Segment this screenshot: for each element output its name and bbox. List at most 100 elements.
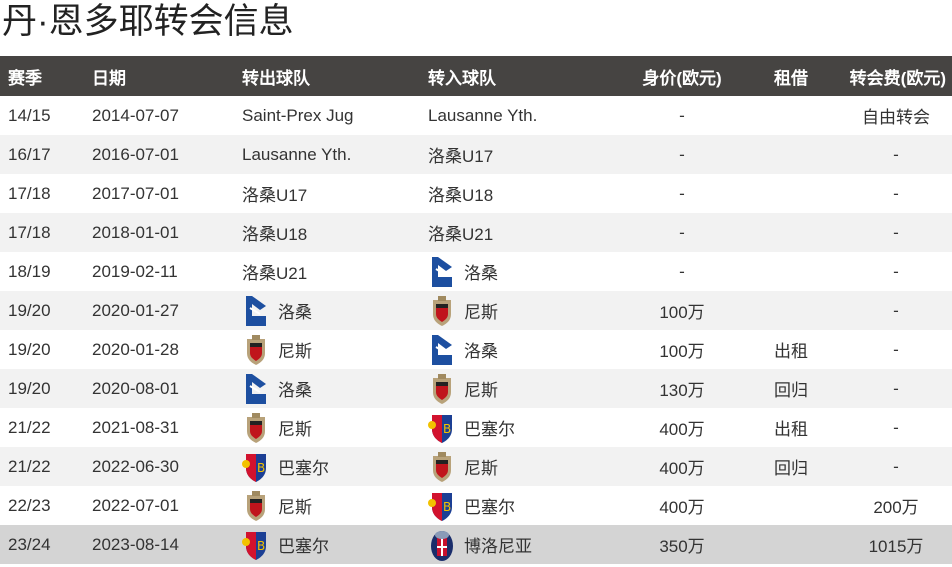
from-team-name[interactable]: Saint-Prex Jug <box>242 105 354 125</box>
basel-logo-icon: B <box>428 489 456 523</box>
to-team-name[interactable]: 尼斯 <box>464 459 498 478</box>
from-team-name[interactable]: Lausanne Yth. <box>242 144 352 164</box>
loan-cell: 出租 <box>750 330 840 369</box>
from-team-name[interactable]: 尼斯 <box>278 498 312 517</box>
market-value-cell: - <box>614 174 750 213</box>
transfer-fee-cell: 自由转会 <box>840 96 952 135</box>
date-cell: 2020-01-28 <box>92 330 242 369</box>
table-row: 19/20 2020-08-01 洛桑 尼斯 130万 回归 - <box>0 369 952 408</box>
market-value-cell: 400万 <box>614 486 750 525</box>
to-team-name[interactable]: Lausanne Yth. <box>428 105 538 125</box>
to-team-name[interactable]: 洛桑U21 <box>428 225 494 244</box>
transfer-fee-cell: - <box>840 135 952 174</box>
to-team-cell: 洛桑U21 <box>428 213 614 252</box>
market-value-cell: - <box>614 213 750 252</box>
market-value-cell: - <box>614 252 750 291</box>
date-cell: 2023-08-14 <box>92 525 242 564</box>
header-market-value: 身价(欧元) <box>614 56 750 96</box>
header-to-team: 转入球队 <box>428 56 614 96</box>
to-team-cell: 洛桑U18 <box>428 174 614 213</box>
from-team-name[interactable]: 洛桑 <box>278 381 312 400</box>
header-date: 日期 <box>92 56 242 96</box>
header-from-team: 转出球队 <box>242 56 428 96</box>
from-team-name[interactable]: 巴塞尔 <box>278 459 329 478</box>
date-cell: 2017-07-01 <box>92 174 242 213</box>
from-team-name[interactable]: 尼斯 <box>278 342 312 361</box>
table-row: 21/22 2021-08-31 尼斯 B 巴塞尔 400万 出租 - <box>0 408 952 447</box>
from-team-cell: 洛桑 <box>242 291 428 330</box>
from-team-cell: B 巴塞尔 <box>242 525 428 564</box>
transfer-fee-cell: - <box>840 369 952 408</box>
from-team-cell: 尼斯 <box>242 408 428 447</box>
to-team-cell: 博洛尼亚 <box>428 525 614 564</box>
table-row: 19/20 2020-01-27 洛桑 尼斯 100万 - <box>0 291 952 330</box>
header-loan: 租借 <box>750 56 840 96</box>
table-header: 赛季 日期 转出球队 转入球队 身价(欧元) 租借 转会费(欧元) <box>0 56 952 96</box>
table-row: 21/22 2022-06-30 B 巴塞尔 尼斯 400万 回归 - <box>0 447 952 486</box>
date-cell: 2016-07-01 <box>92 135 242 174</box>
season-cell: 17/18 <box>0 174 92 213</box>
from-team-name[interactable]: 巴塞尔 <box>278 537 329 556</box>
date-cell: 2022-06-30 <box>92 447 242 486</box>
transfer-fee-cell: - <box>840 408 952 447</box>
loan-cell: 回归 <box>750 369 840 408</box>
nice-logo-icon <box>242 411 270 445</box>
basel-logo-icon: B <box>428 411 456 445</box>
from-team-cell: 洛桑U21 <box>242 252 428 291</box>
to-team-name[interactable]: 尼斯 <box>464 303 498 322</box>
table-row: 22/23 2022-07-01 尼斯 B 巴塞尔 400万 200万 <box>0 486 952 525</box>
lausanne-logo-icon <box>242 294 270 328</box>
season-cell: 19/20 <box>0 369 92 408</box>
market-value-cell: 100万 <box>614 291 750 330</box>
from-team-name[interactable]: 洛桑U21 <box>242 264 308 283</box>
to-team-cell: 洛桑 <box>428 330 614 369</box>
transfer-fee-cell: - <box>840 252 952 291</box>
season-cell: 21/22 <box>0 408 92 447</box>
from-team-name[interactable]: 洛桑 <box>278 303 312 322</box>
lausanne-logo-icon <box>428 333 456 367</box>
basel-logo-icon: B <box>242 450 270 484</box>
from-team-name[interactable]: 洛桑U17 <box>242 186 308 205</box>
transfer-fee-cell: - <box>840 213 952 252</box>
date-cell: 2014-07-07 <box>92 96 242 135</box>
market-value-cell: 400万 <box>614 447 750 486</box>
from-team-cell: Lausanne Yth. <box>242 135 428 174</box>
season-cell: 22/23 <box>0 486 92 525</box>
transfer-table: 赛季 日期 转出球队 转入球队 身价(欧元) 租借 转会费(欧元) 14/15 2… <box>0 56 952 564</box>
nice-logo-icon <box>428 372 456 406</box>
to-team-name[interactable]: 博洛尼亚 <box>464 537 532 556</box>
to-team-cell: B 巴塞尔 <box>428 486 614 525</box>
svg-text:B: B <box>257 461 265 475</box>
date-cell: 2021-08-31 <box>92 408 242 447</box>
market-value-cell: 350万 <box>614 525 750 564</box>
to-team-cell: B 巴塞尔 <box>428 408 614 447</box>
to-team-cell: 洛桑 <box>428 252 614 291</box>
lausanne-logo-icon <box>242 372 270 406</box>
market-value-cell: - <box>614 96 750 135</box>
nice-logo-icon <box>242 333 270 367</box>
from-team-name[interactable]: 尼斯 <box>278 420 312 439</box>
to-team-name[interactable]: 洛桑U18 <box>428 186 494 205</box>
to-team-cell: 尼斯 <box>428 291 614 330</box>
date-cell: 2018-01-01 <box>92 213 242 252</box>
from-team-cell: 洛桑U17 <box>242 174 428 213</box>
to-team-name[interactable]: 尼斯 <box>464 381 498 400</box>
nice-logo-icon <box>242 489 270 523</box>
from-team-cell: B 巴塞尔 <box>242 447 428 486</box>
market-value-cell: 100万 <box>614 330 750 369</box>
to-team-name[interactable]: 巴塞尔 <box>464 420 515 439</box>
date-cell: 2019-02-11 <box>92 252 242 291</box>
market-value-cell: - <box>614 135 750 174</box>
from-team-name[interactable]: 洛桑U18 <box>242 225 308 244</box>
table-row: 18/19 2019-02-11 洛桑U21 洛桑 - - <box>0 252 952 291</box>
to-team-name[interactable]: 洛桑U17 <box>428 147 494 166</box>
lausanne-logo-icon <box>428 255 456 289</box>
loan-cell: 出租 <box>750 408 840 447</box>
to-team-name[interactable]: 洛桑 <box>464 264 498 283</box>
table-row: 17/18 2017-07-01 洛桑U17 洛桑U18 - - <box>0 174 952 213</box>
loan-cell: 回归 <box>750 447 840 486</box>
nice-logo-icon <box>428 450 456 484</box>
date-cell: 2020-01-27 <box>92 291 242 330</box>
to-team-name[interactable]: 洛桑 <box>464 342 498 361</box>
to-team-name[interactable]: 巴塞尔 <box>464 498 515 517</box>
